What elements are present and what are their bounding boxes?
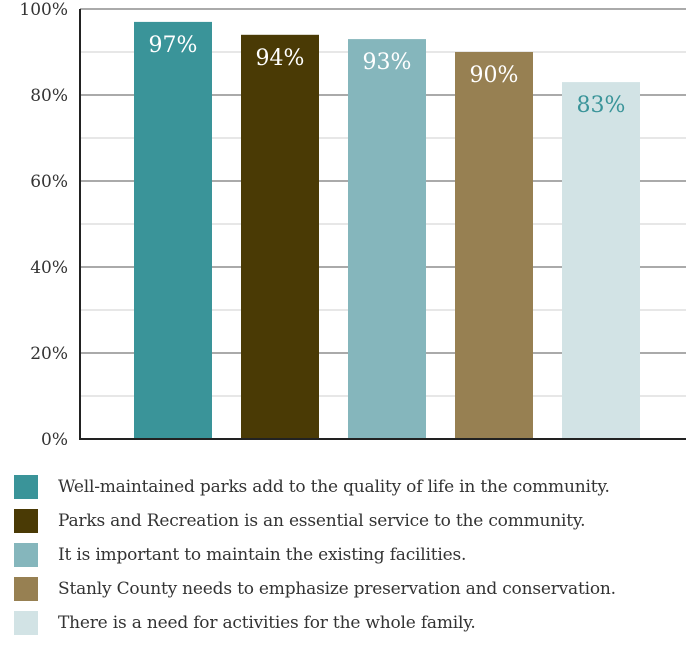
legend-swatch <box>14 577 38 601</box>
y-tick-label: 40% <box>30 258 68 278</box>
bar-data-label: 97% <box>149 33 198 58</box>
bar-data-label: 90% <box>470 63 519 88</box>
y-tick-label: 0% <box>41 430 68 450</box>
legend-label: Stanly County needs to emphasize preserv… <box>58 579 616 599</box>
y-tick-label: 60% <box>30 172 68 192</box>
legend-swatch <box>14 543 38 567</box>
legend-swatch <box>14 611 38 635</box>
legend-label: There is a need for activities for the w… <box>58 613 476 633</box>
bar <box>562 82 640 439</box>
bar-data-label: 94% <box>256 46 305 71</box>
bar <box>241 34 319 440</box>
legend-label: Parks and Recreation is an essential ser… <box>58 511 586 531</box>
legend-item: It is important to maintain the existing… <box>14 538 684 572</box>
legend-item: Well-maintained parks add to the quality… <box>14 470 684 504</box>
bar <box>134 21 212 440</box>
chart-legend: Well-maintained parks add to the quality… <box>14 470 684 640</box>
bar-data-label: 93% <box>363 50 412 75</box>
legend-item: Parks and Recreation is an essential ser… <box>14 504 684 538</box>
y-tick-label: 20% <box>30 344 68 364</box>
y-tick-label: 80% <box>30 86 68 106</box>
legend-label: It is important to maintain the existing… <box>58 545 467 565</box>
legend-swatch <box>14 475 38 499</box>
legend-swatch <box>14 509 38 533</box>
legend-item: Stanly County needs to emphasize preserv… <box>14 572 684 606</box>
bar-chart: 0% 20% 40% 60% 80% 100% 97% 94% 93% 90% 83% <box>19 0 686 450</box>
bar-data-label: 83% <box>577 93 626 118</box>
legend-item: There is a need for activities for the w… <box>14 606 684 640</box>
legend-label: Well-maintained parks add to the quality… <box>58 477 610 497</box>
bar <box>455 52 533 439</box>
y-tick-label: 100% <box>19 0 68 20</box>
bar <box>348 39 426 439</box>
chart-canvas: 0% 20% 40% 60% 80% 100% 97% 94% 93% 90% 83% <box>19 0 686 450</box>
